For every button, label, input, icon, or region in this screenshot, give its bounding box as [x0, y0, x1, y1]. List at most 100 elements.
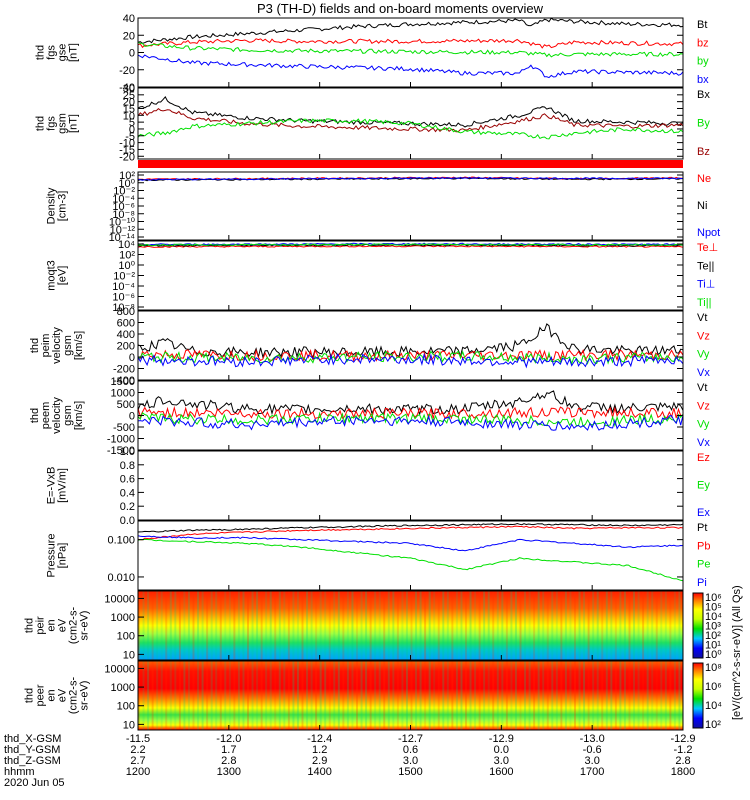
- ytick-label: 0.6: [120, 474, 135, 486]
- spectrogram-texture: [365, 591, 368, 660]
- legend-Vx: Vx: [697, 437, 710, 449]
- spectrogram-texture: [528, 661, 531, 730]
- ytick-label: 1000: [111, 612, 135, 624]
- spectrogram-texture: [296, 661, 299, 730]
- ytick-label: 0: [129, 352, 135, 364]
- spectrogram-texture: [201, 661, 204, 730]
- spectrogram-texture: [651, 591, 654, 660]
- spectrogram-texture: [569, 661, 572, 730]
- ytick-label: -15: [119, 144, 135, 156]
- spectrogram-texture: [601, 591, 604, 660]
- ytick-label: 10⁻⁴: [112, 281, 135, 293]
- ylabel-line: [cm-3]: [57, 191, 69, 222]
- spectrogram-texture: [587, 661, 590, 730]
- spectrogram-texture: [542, 591, 545, 660]
- spectrogram-texture: [424, 661, 427, 730]
- spectrogram-texture: [292, 591, 295, 660]
- xaxis-row-value: 1700: [580, 766, 604, 778]
- ytick-label: 10⁻⁸: [112, 209, 135, 221]
- spectrogram-texture: [138, 591, 140, 660]
- ytick-label: 40: [123, 13, 135, 25]
- spectrogram-texture: [619, 591, 622, 660]
- ylabel-line: fgs: [46, 45, 58, 60]
- quality-flag-bar: [138, 160, 683, 168]
- spectrogram-texture: [483, 591, 486, 660]
- figure-title: P3 (TH-D) fields and on-board moments ov…: [257, 1, 544, 16]
- ytick-label: 10⁻²: [113, 186, 135, 198]
- spectrogram-texture: [646, 661, 649, 730]
- ytick-label: -200: [113, 364, 135, 376]
- spectrogram-texture: [633, 591, 636, 660]
- series-line-2: [137, 535, 684, 552]
- spectrogram-texture: [324, 591, 327, 660]
- ylabel: thdpeereneV(cm2-s-sr-eV): [24, 677, 91, 715]
- colorbar-tick-label: 10⁴: [705, 611, 722, 623]
- spectrogram-texture: [296, 591, 299, 660]
- series-line-1: [137, 405, 684, 420]
- colorbar-tick-label: 10⁰: [705, 649, 722, 661]
- spectrogram-texture: [405, 661, 408, 730]
- xaxis-row-value: -1.2: [674, 744, 693, 756]
- spectrogram-texture: [642, 661, 645, 730]
- ylabel-line: peer: [35, 684, 47, 706]
- ytick-label: 0: [129, 411, 135, 423]
- spectrogram-texture: [596, 661, 599, 730]
- ylabel-line: Density: [46, 187, 58, 224]
- ytick-label: 25: [123, 90, 135, 102]
- spectrogram-image: [138, 591, 683, 660]
- spectrogram-texture: [433, 661, 436, 730]
- spectrogram-texture: [228, 661, 231, 730]
- spectrogram-texture: [274, 661, 277, 730]
- spectrogram-texture: [247, 661, 249, 730]
- spectrogram-texture: [496, 591, 499, 660]
- spectrogram-texture: [660, 661, 663, 730]
- ytick-label: 20: [123, 30, 135, 42]
- spectrogram-texture: [356, 591, 358, 660]
- spectrogram-texture: [628, 591, 631, 660]
- spectrogram-texture: [628, 661, 631, 730]
- series-line-0: [137, 522, 684, 533]
- xaxis-row-value: 1.2: [312, 744, 327, 756]
- ytick-label: 0.010: [107, 572, 135, 584]
- spectrogram-texture: [619, 661, 622, 730]
- ytick-label: 0: [129, 48, 135, 60]
- spectrogram-texture: [451, 661, 454, 730]
- ytick-label: 10²: [119, 170, 135, 182]
- legend-Vt: Vt: [697, 382, 707, 394]
- spectrogram-texture: [160, 591, 163, 660]
- spectrogram-image: [138, 661, 683, 730]
- spectrogram-texture: [669, 591, 672, 660]
- ytick-label: 1500: [111, 376, 135, 388]
- spectrogram-texture: [392, 591, 395, 660]
- ytick-label: 800: [117, 306, 135, 318]
- ylabel-line: peem: [40, 402, 52, 430]
- spectrogram-texture: [592, 661, 595, 730]
- spectrogram-texture: [319, 661, 322, 730]
- legend-Te||: Te||: [697, 260, 714, 272]
- xaxis-row-value: 2.7: [130, 755, 145, 767]
- spectrogram-texture: [614, 661, 617, 730]
- panel-frame: [137, 171, 684, 241]
- ytick-label: 100: [117, 701, 135, 713]
- ytick-label: 10⁻⁶: [112, 292, 135, 304]
- spectrogram-texture: [356, 661, 358, 730]
- spectrogram-texture: [673, 661, 676, 730]
- ytick-label: 0.4: [120, 487, 135, 499]
- spectrogram-texture: [578, 591, 581, 660]
- ylabel-line: [mV/m]: [57, 468, 69, 503]
- xaxis-row-value: -12.9: [489, 733, 514, 745]
- spectrogram-texture: [678, 591, 681, 660]
- xaxis-row-value: 0.0: [494, 744, 509, 756]
- ylabel: thdpeireneV(cm2-s-sr-eV): [24, 607, 91, 645]
- series-line-2: [137, 350, 684, 366]
- ytick-label: 500: [117, 399, 135, 411]
- spectrogram-texture: [460, 591, 463, 660]
- spectrogram-texture: [428, 591, 431, 660]
- spectrogram-texture: [614, 591, 617, 660]
- ylabel-line: gse: [57, 44, 69, 62]
- spectrogram-texture: [655, 661, 658, 730]
- xaxis-row-value: -11.5: [126, 733, 150, 745]
